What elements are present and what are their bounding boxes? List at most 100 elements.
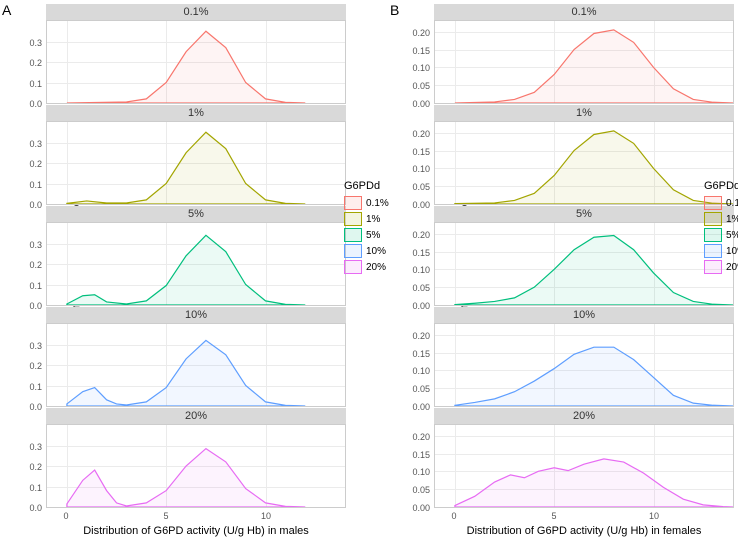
plot-area <box>434 121 734 205</box>
y-tick-label: 0.15 <box>412 248 430 258</box>
legend-item: 1% <box>344 212 389 226</box>
y-tick-label: 0.05 <box>412 384 430 394</box>
x-tick-label: 10 <box>261 511 271 521</box>
y-tick-label: 0.20 <box>412 129 430 139</box>
facet-row: 1% <box>434 105 734 205</box>
legend-swatch <box>344 244 362 258</box>
legend-swatch <box>704 228 722 242</box>
plot-area <box>46 424 346 508</box>
legend-item: 20% <box>704 260 738 274</box>
y-tick-label: 0.3 <box>29 139 42 149</box>
y-tick-label: 0.05 <box>412 485 430 495</box>
legend-item: 5% <box>704 228 738 242</box>
facet-strip-label: 1% <box>434 105 734 121</box>
legend-item: 5% <box>344 228 389 242</box>
density-curve <box>47 21 345 103</box>
y-tick-label: 0.2 <box>29 260 42 270</box>
panel-b: B Percentage of the population 0.000.050… <box>388 0 738 537</box>
panel-a-label: A <box>2 2 11 18</box>
plot-area <box>46 222 346 306</box>
y-tick-label: 0.10 <box>412 366 430 376</box>
facet-strip-label: 5% <box>434 206 734 222</box>
y-tick-label: 0.15 <box>412 450 430 460</box>
x-ticks-a: 0 5 10 <box>46 511 346 523</box>
legend-swatch <box>704 196 722 210</box>
legend-item: 1% <box>704 212 738 226</box>
facet-row: 0.1% <box>434 4 734 104</box>
legend-swatch <box>344 212 362 226</box>
density-curve <box>435 324 733 406</box>
panel-b-label: B <box>390 2 399 18</box>
y-tick-label: 0.2 <box>29 361 42 371</box>
y-tick-label: 0.3 <box>29 240 42 250</box>
x-axis-label-b: Distribution of G6PD activity (U/g Hb) i… <box>434 525 734 537</box>
density-curve <box>47 425 345 507</box>
facet-row: 10% <box>46 307 346 407</box>
legend-label: 20% <box>726 262 738 273</box>
legend-label: 10% <box>366 246 386 257</box>
density-curve <box>435 223 733 305</box>
plot-area <box>46 323 346 407</box>
plot-area <box>434 222 734 306</box>
y-tick-label: 0.3 <box>29 341 42 351</box>
legend-a-col: G6PDd 0.1%1%5%10%20% <box>350 0 388 537</box>
legend-item: 10% <box>704 244 738 258</box>
y-tick-label: 0.20 <box>412 432 430 442</box>
legend-label: 0.1% <box>366 198 389 209</box>
y-tick-label: 0.20 <box>412 230 430 240</box>
legend-a: G6PDd 0.1% 1% 5% 10% 20% <box>344 180 389 276</box>
legend-item: 20% <box>344 260 389 274</box>
y-tick-label: 0.15 <box>412 349 430 359</box>
legend-swatch <box>344 228 362 242</box>
y-ticks-b: 0.000.050.100.150.200.000.050.100.150.20… <box>408 4 432 509</box>
plot-area <box>46 20 346 104</box>
facet-row: 1% <box>46 105 346 205</box>
legend-item: 0.1% <box>344 196 389 210</box>
facet-row: 5% <box>46 206 346 306</box>
legend-label: 1% <box>366 214 380 225</box>
legend-label: 1% <box>726 214 738 225</box>
figure-root: A Percentage of the population 0.00.10.2… <box>0 0 738 537</box>
y-tick-label: 0.10 <box>412 63 430 73</box>
legend-item: 10% <box>344 244 389 258</box>
x-tick-label: 0 <box>63 511 68 521</box>
legend-label: 5% <box>366 230 380 241</box>
legend-title: G6PDd <box>344 180 389 192</box>
legend-label: 10% <box>726 246 738 257</box>
y-tick-label: 0.05 <box>412 81 430 91</box>
y-tick-label: 0.20 <box>412 28 430 38</box>
facet-row: 20% <box>434 408 734 508</box>
y-tick-label: 0.0 <box>29 503 42 513</box>
density-curve <box>435 122 733 204</box>
plot-area <box>46 121 346 205</box>
legend-label: 5% <box>726 230 738 241</box>
facet-strip-label: 20% <box>434 408 734 424</box>
density-curve <box>47 324 345 406</box>
plot-area <box>434 20 734 104</box>
x-tick-label: 5 <box>551 511 556 521</box>
x-tick-label: 0 <box>451 511 456 521</box>
y-tick-label: 0.2 <box>29 462 42 472</box>
plot-area <box>434 424 734 508</box>
facets-a: 0.1%1%5%10%20% <box>46 4 346 509</box>
y-tick-label: 0.15 <box>412 147 430 157</box>
facet-row: 10% <box>434 307 734 407</box>
x-tick-label: 5 <box>163 511 168 521</box>
density-curve <box>47 122 345 204</box>
y-tick-label: 0.00 <box>412 503 430 513</box>
x-tick-label: 10 <box>649 511 659 521</box>
legend-swatch <box>344 196 362 210</box>
y-tick-label: 0.1 <box>29 180 42 190</box>
density-curve <box>435 21 733 103</box>
density-curve <box>47 223 345 305</box>
facet-strip-label: 10% <box>434 307 734 323</box>
y-tick-label: 0.1 <box>29 79 42 89</box>
legend-swatch <box>344 260 362 274</box>
facet-row: 20% <box>46 408 346 508</box>
y-tick-label: 0.2 <box>29 58 42 68</box>
facet-strip-label: 1% <box>46 105 346 121</box>
legend-b: G6PDd 0.1%1%5%10%20% <box>704 180 738 276</box>
facet-strip-label: 0.1% <box>434 4 734 20</box>
facet-strip-label: 5% <box>46 206 346 222</box>
y-tick-label: 0.20 <box>412 331 430 341</box>
